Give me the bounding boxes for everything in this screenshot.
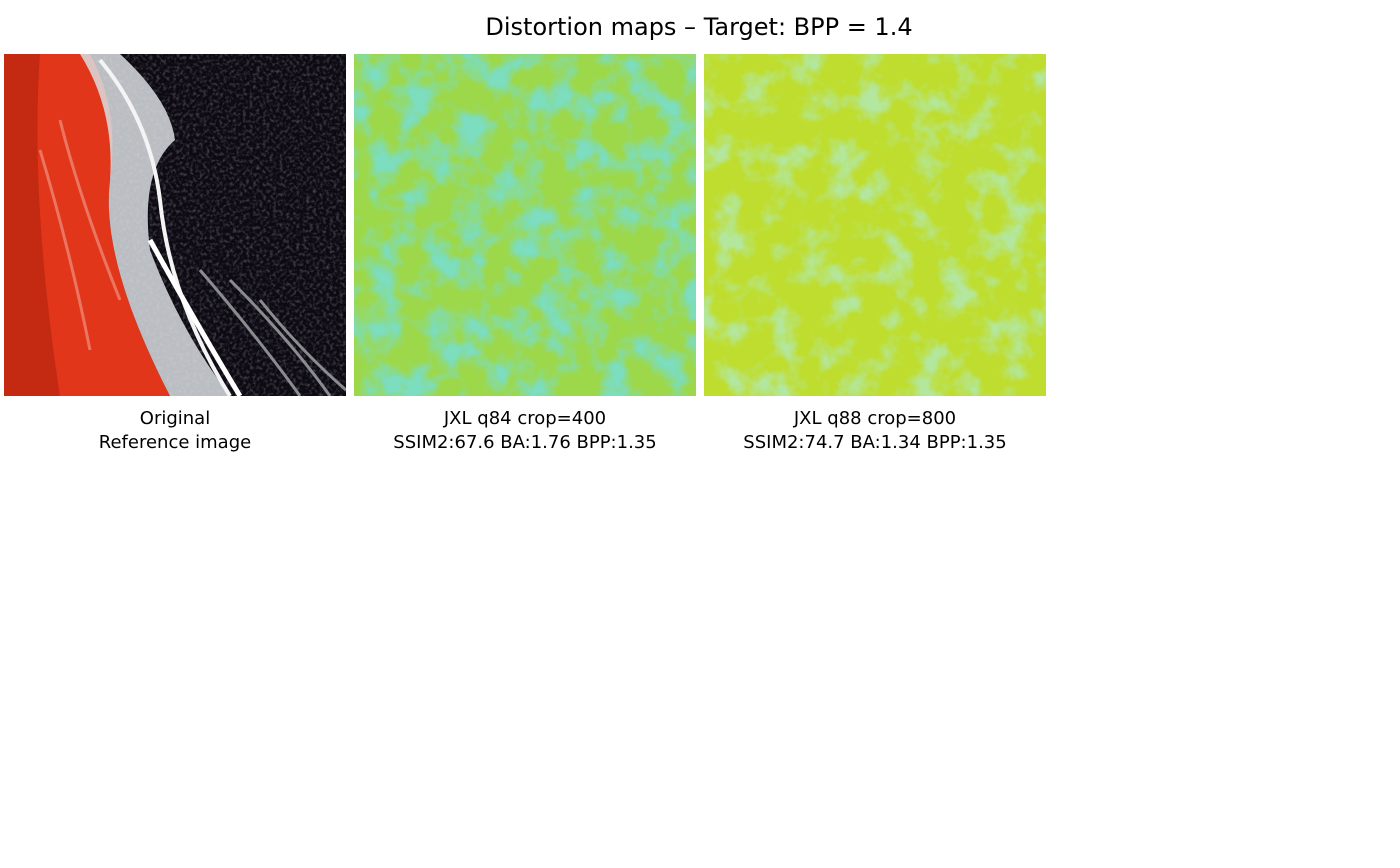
panel-caption: JXL q84 crop=400 [443, 408, 606, 429]
panel-caption: JXL q88 crop=800 [793, 408, 956, 429]
distortion-map-2 [704, 54, 1046, 396]
original-image [4, 54, 346, 396]
panel-caption: SSIM2:67.6 BA:1.76 BPP:1.35 [393, 432, 656, 453]
panel-caption: SSIM2:74.7 BA:1.34 BPP:1.35 [743, 432, 1006, 453]
figure-title: Distortion maps – Target: BPP = 1.4 [485, 13, 912, 41]
distortion-map-1 [354, 54, 696, 396]
panel-caption: Original [140, 408, 210, 429]
panel-caption: Reference image [99, 432, 251, 453]
